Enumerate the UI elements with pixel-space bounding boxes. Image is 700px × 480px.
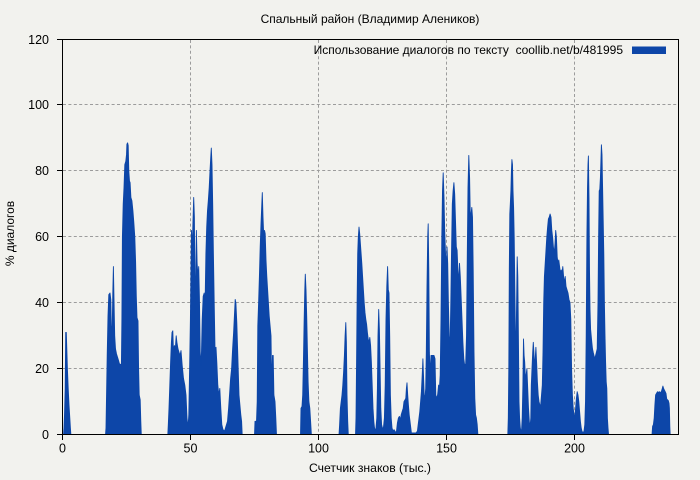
svg-text:120: 120 bbox=[28, 33, 49, 47]
svg-text:Счетчик знаков (тыс.): Счетчик знаков (тыс.) bbox=[309, 461, 431, 475]
svg-text:50: 50 bbox=[184, 442, 198, 456]
svg-text:200: 200 bbox=[564, 442, 585, 456]
svg-text:% диалогов: % диалогов bbox=[3, 201, 17, 266]
svg-text:150: 150 bbox=[436, 442, 457, 456]
svg-text:0: 0 bbox=[59, 442, 66, 456]
svg-text:Использование диалогов по текс: Использование диалогов по тексту coollib… bbox=[314, 43, 624, 57]
svg-text:100: 100 bbox=[308, 442, 329, 456]
svg-text:20: 20 bbox=[35, 362, 49, 376]
svg-text:100: 100 bbox=[28, 98, 49, 112]
svg-text:40: 40 bbox=[35, 296, 49, 310]
svg-text:0: 0 bbox=[42, 428, 49, 442]
svg-text:80: 80 bbox=[35, 164, 49, 178]
svg-text:60: 60 bbox=[35, 230, 49, 244]
svg-text:Спальный район (Владимир Алени: Спальный район (Владимир Алеников) bbox=[261, 12, 480, 26]
